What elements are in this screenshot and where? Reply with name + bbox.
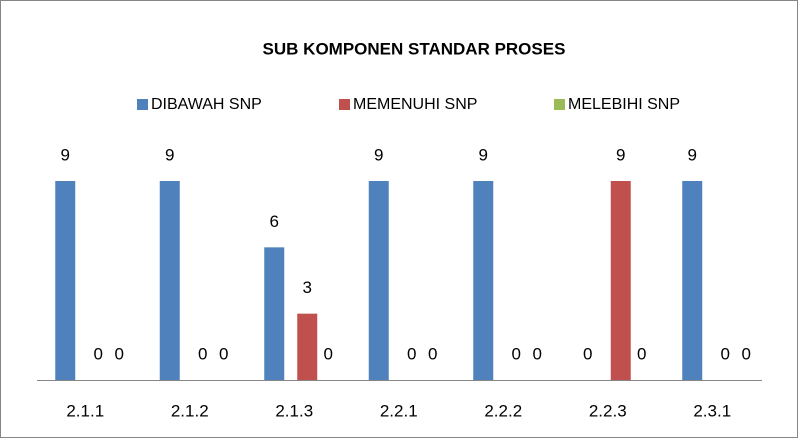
x-tick-label: 2.1.3: [275, 401, 313, 420]
bar: [55, 181, 76, 380]
legend-label: MEMENUHI SNP: [353, 96, 477, 113]
value-label: 9: [688, 145, 697, 164]
value-label: 0: [219, 344, 228, 363]
legend-swatch: [339, 99, 350, 110]
x-tick-label: 2.2.2: [484, 401, 522, 420]
value-label: 9: [165, 145, 174, 164]
value-label: 0: [583, 344, 592, 363]
bar: [610, 181, 631, 380]
value-label: 9: [479, 145, 488, 164]
value-label: 0: [512, 344, 521, 363]
value-label: 0: [637, 344, 646, 363]
legend-swatch: [137, 99, 148, 110]
value-label: 0: [721, 344, 730, 363]
bar: [682, 181, 703, 380]
bar: [297, 313, 318, 380]
value-label: 0: [115, 344, 124, 363]
legend-swatch: [554, 99, 565, 110]
value-label: 9: [616, 145, 625, 164]
value-label: 0: [324, 344, 333, 363]
value-label: 0: [198, 344, 207, 363]
chart-title: SUB KOMPONEN STANDAR PROSES: [263, 39, 566, 58]
bar: [264, 247, 285, 380]
value-label: 6: [270, 212, 279, 231]
x-tick-label: 2.2.3: [589, 401, 627, 420]
value-label: 9: [374, 145, 383, 164]
value-label: 9: [61, 145, 70, 164]
value-label: 0: [407, 344, 416, 363]
value-label: 0: [742, 344, 751, 363]
value-label: 0: [533, 344, 542, 363]
x-tick-label: 2.1.1: [66, 401, 104, 420]
value-label: 3: [303, 278, 312, 297]
x-tick-label: 2.1.2: [171, 401, 209, 420]
value-label: 0: [428, 344, 437, 363]
legend-label: DIBAWAH SNP: [151, 96, 262, 113]
legend-label: MELEBIHI SNP: [568, 96, 680, 113]
bar: [473, 181, 494, 380]
x-tick-label: 2.3.1: [693, 401, 731, 420]
bar: [159, 181, 180, 380]
x-tick-label: 2.2.1: [380, 401, 418, 420]
bar: [368, 181, 389, 380]
value-label: 0: [94, 344, 103, 363]
